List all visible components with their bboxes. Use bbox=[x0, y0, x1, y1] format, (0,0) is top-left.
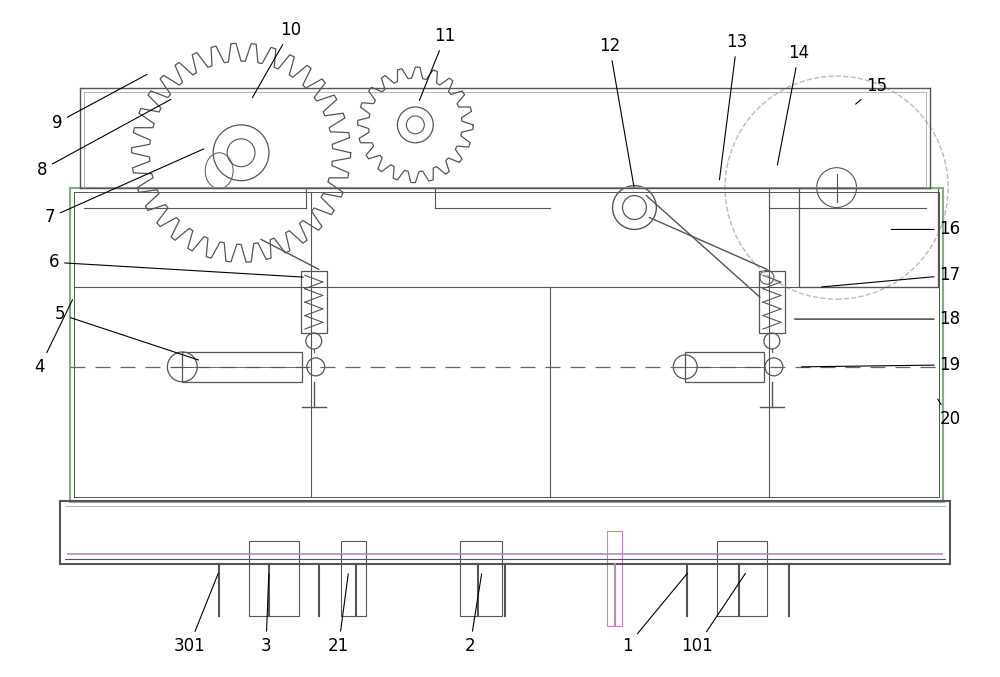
Bar bbox=[759, 271, 785, 333]
Text: 19: 19 bbox=[802, 356, 961, 374]
Bar bbox=[341, 541, 366, 616]
Text: 3: 3 bbox=[261, 574, 271, 655]
Text: 4: 4 bbox=[35, 300, 73, 376]
Text: 9: 9 bbox=[52, 74, 147, 132]
Text: 14: 14 bbox=[777, 44, 809, 165]
Text: 10: 10 bbox=[252, 21, 301, 97]
Text: 301: 301 bbox=[173, 573, 218, 655]
Text: 12: 12 bbox=[599, 37, 634, 187]
Text: 18: 18 bbox=[795, 310, 961, 328]
Text: 20: 20 bbox=[938, 399, 961, 428]
Bar bbox=[249, 541, 299, 616]
Text: 101: 101 bbox=[681, 573, 745, 655]
Bar bbox=[799, 188, 938, 287]
Text: 21: 21 bbox=[328, 574, 349, 655]
Text: 13: 13 bbox=[719, 33, 748, 180]
Bar bbox=[182, 352, 302, 382]
Bar bbox=[717, 541, 767, 616]
Text: 2: 2 bbox=[465, 574, 482, 655]
Bar bbox=[685, 352, 764, 382]
Bar bbox=[460, 541, 502, 616]
Text: 17: 17 bbox=[821, 266, 961, 287]
Text: 1: 1 bbox=[622, 573, 687, 655]
Text: 7: 7 bbox=[45, 149, 204, 227]
Text: 5: 5 bbox=[55, 305, 199, 360]
Text: 16: 16 bbox=[891, 221, 961, 238]
Text: 11: 11 bbox=[419, 27, 456, 100]
Bar bbox=[301, 271, 327, 333]
Text: 15: 15 bbox=[856, 77, 887, 104]
Text: 8: 8 bbox=[37, 100, 171, 179]
Text: 6: 6 bbox=[49, 253, 303, 277]
Bar bbox=[607, 531, 622, 626]
